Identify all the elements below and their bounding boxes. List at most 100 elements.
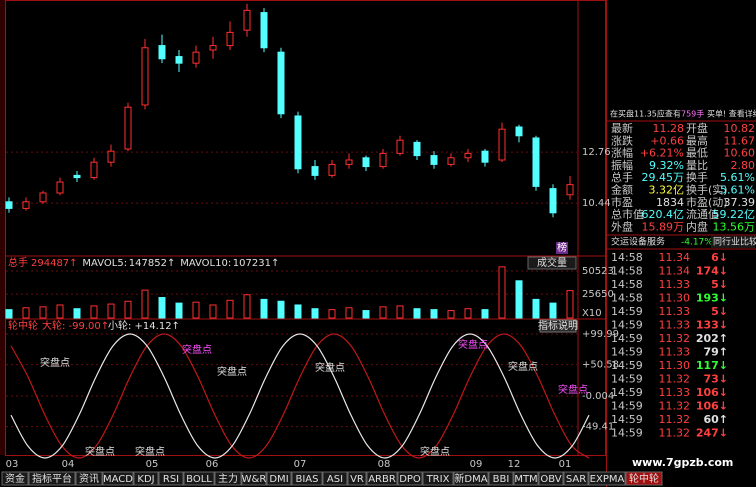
tab[interactable]	[513, 471, 539, 486]
quote-value: 11.28	[653, 122, 685, 135]
quote-value: +6.21%	[640, 147, 684, 160]
tick-volume: 6↓	[711, 251, 728, 264]
quote-value: 10.82	[724, 122, 756, 135]
candle-body	[481, 150, 489, 163]
tick-volume: 117↓	[696, 359, 728, 372]
candle-body	[345, 159, 353, 165]
volume-bar	[277, 300, 285, 319]
compare-button[interactable]	[711, 236, 755, 248]
candle-body	[549, 188, 557, 214]
button-label: 指标说明	[538, 319, 578, 332]
indicator-big: 大轮: -99.00↑	[42, 319, 109, 332]
tab-label: ASI	[327, 474, 343, 485]
tab[interactable]	[1, 471, 29, 486]
signal-label: 突盘点	[40, 356, 70, 369]
tab[interactable]	[366, 471, 398, 486]
tick-time: 14:59	[611, 332, 643, 345]
x-tick-label: 12	[508, 459, 521, 470]
marker-bg	[556, 242, 568, 254]
tick-time: 14:59	[611, 386, 643, 399]
quote-label: 换手(实)	[686, 183, 728, 197]
quote-label: 换手	[686, 170, 708, 184]
volume-bar	[90, 305, 98, 319]
signal-label: 突盘点	[135, 445, 165, 458]
tab-label: 轮中轮	[629, 472, 659, 485]
quote-value: 5.61%	[720, 171, 755, 184]
tab[interactable]	[397, 471, 423, 486]
tab[interactable]	[453, 471, 489, 486]
quote-value: 13.56万	[713, 220, 756, 233]
tab[interactable]	[183, 471, 215, 486]
tick-volume: 5↓	[711, 305, 728, 318]
tab[interactable]	[488, 471, 514, 486]
signal-label: 突盘点	[458, 338, 488, 351]
tab-label: KDJ	[137, 474, 154, 485]
quote-label: 外盘	[611, 219, 633, 233]
button[interactable]	[539, 319, 577, 333]
volume-bar	[107, 303, 115, 319]
tab[interactable]	[158, 471, 184, 486]
tick-price: 11.33	[659, 346, 691, 359]
x-tick-label: 05	[146, 459, 159, 470]
tab[interactable]	[625, 471, 663, 486]
tick-volume: 106↓	[696, 400, 728, 413]
tab[interactable]	[75, 471, 103, 486]
tab-label: ARBR	[368, 474, 396, 485]
plot-frame	[5, 0, 606, 456]
tick-time: 14:59	[611, 319, 643, 332]
tick-price: 11.32	[659, 400, 691, 413]
signal-label: 突盘点	[508, 360, 538, 373]
quote-label: 内盘	[686, 219, 708, 233]
tab-label: MACD	[103, 474, 133, 485]
y-tick-label: 12.76	[582, 147, 611, 158]
quote-label: 开盘	[686, 121, 708, 135]
tab[interactable]	[291, 471, 323, 486]
tab[interactable]	[102, 471, 134, 486]
sector-change: -4.17%	[681, 238, 713, 248]
tab[interactable]	[241, 471, 267, 486]
volume-header-label: 总手	[8, 256, 28, 269]
quote-label: 流通值	[686, 207, 719, 221]
quote-value: 10.60	[724, 147, 756, 160]
quote-label: 总市值	[611, 207, 644, 221]
tab[interactable]	[422, 471, 454, 486]
quote-label: 最高	[686, 133, 708, 147]
tick-time: 14:59	[611, 305, 643, 318]
tick-volume: 106↓	[696, 386, 728, 399]
volume-bar	[175, 302, 183, 319]
tick-price: 11.34	[659, 251, 691, 264]
tick-price: 11.32	[659, 373, 691, 386]
volume-bar	[294, 304, 302, 319]
tick-time: 14:59	[611, 373, 643, 386]
tick-price: 11.32	[659, 332, 691, 345]
tab[interactable]	[347, 471, 367, 486]
sidebar	[0, 0, 5, 455]
tab-label: VR	[350, 474, 364, 485]
quote-label: 最低	[686, 147, 708, 160]
volume-bar	[192, 301, 200, 319]
wheel-line	[10, 333, 590, 459]
volume-header-value: 294487↑	[31, 258, 78, 269]
tick-time: 14:59	[611, 400, 643, 413]
tab[interactable]	[322, 471, 348, 486]
tab-label: MTM	[514, 474, 537, 485]
tab[interactable]	[28, 471, 76, 486]
quote-label: 涨跌	[611, 133, 633, 147]
volume-bar	[243, 294, 251, 319]
tab-label: OBV	[540, 474, 561, 485]
tab[interactable]	[266, 471, 292, 486]
tab[interactable]	[588, 471, 626, 486]
tab[interactable]	[214, 471, 242, 486]
tab[interactable]	[133, 471, 159, 486]
tab[interactable]	[563, 471, 589, 486]
candle-body	[243, 9, 251, 31]
volume-bar	[413, 308, 421, 319]
quote-label: 涨幅	[611, 147, 633, 160]
tab-label: 主力	[218, 472, 238, 485]
quote-value: 29.45万	[642, 171, 685, 184]
dropdown[interactable]	[527, 256, 577, 270]
candle-body	[175, 56, 183, 64]
tab[interactable]	[538, 471, 564, 486]
tick-price: 11.33	[659, 386, 691, 399]
candle-body	[566, 184, 574, 196]
